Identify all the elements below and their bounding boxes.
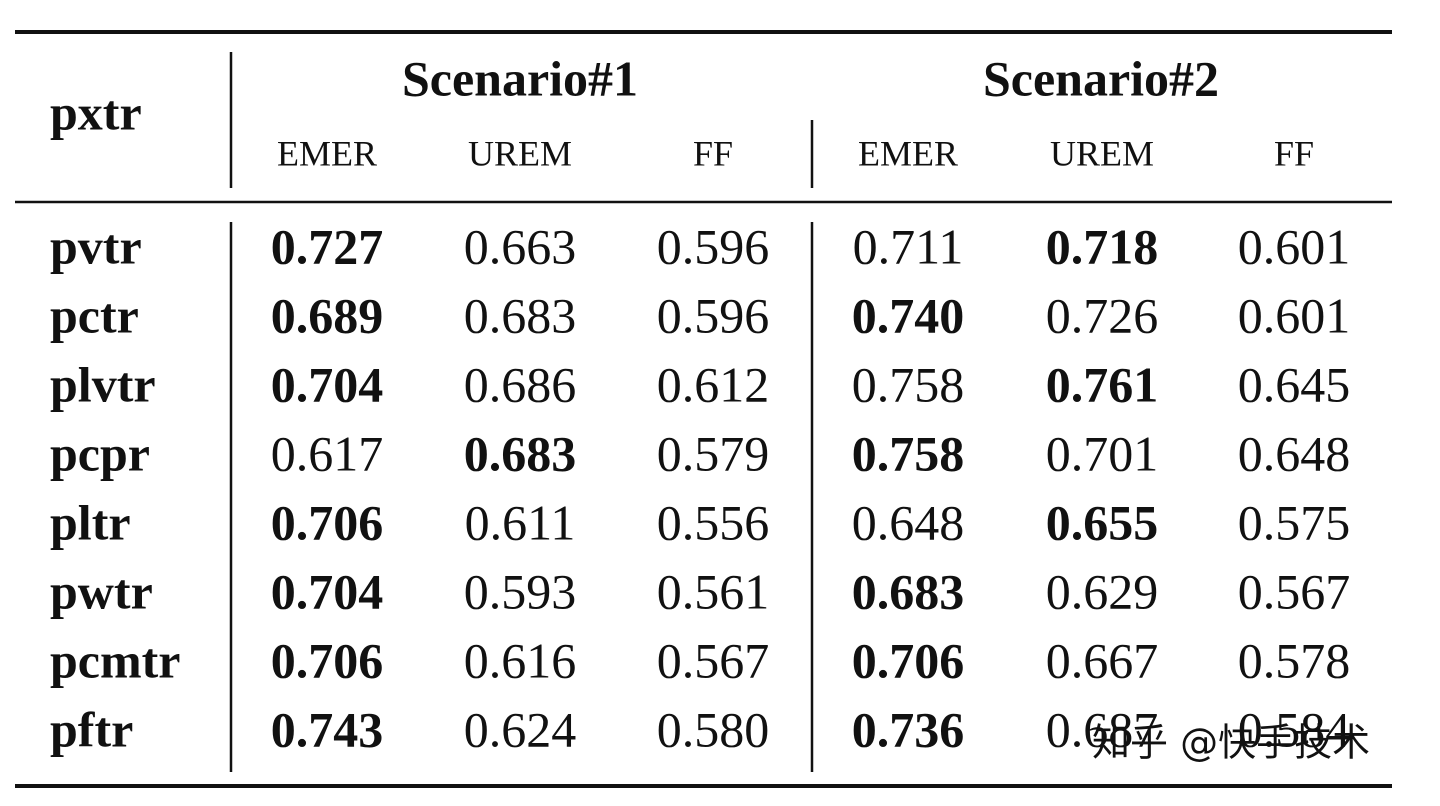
cell: 0.578 — [1238, 632, 1351, 688]
cell: 0.687 — [1046, 701, 1159, 757]
cell: 0.611 — [465, 494, 576, 550]
cell: 0.593 — [464, 563, 577, 619]
cell: 0.601 — [1238, 218, 1351, 274]
cell: 0.601 — [1238, 287, 1351, 343]
column-header: FF — [1274, 133, 1314, 173]
cell: 0.706 — [271, 494, 384, 550]
row-label: plvtr — [50, 356, 156, 412]
cell: 0.706 — [271, 632, 384, 688]
cell: 0.743 — [271, 701, 384, 757]
cell: 0.727 — [271, 218, 384, 274]
cell: 0.736 — [852, 701, 965, 757]
cell: 0.580 — [657, 701, 770, 757]
cell: 0.616 — [464, 632, 577, 688]
cell: 0.686 — [464, 356, 577, 412]
row-label: pcpr — [50, 425, 150, 481]
cell: 0.683 — [464, 425, 577, 481]
cell: 0.648 — [852, 494, 965, 550]
row-label: pwtr — [50, 563, 153, 619]
group-header: Scenario#1 — [402, 50, 638, 106]
watermark: 知乎 @快手技术 — [1092, 721, 1370, 765]
cell: 0.575 — [1238, 494, 1351, 550]
cell: 0.617 — [271, 425, 384, 481]
row-label: pcmtr — [50, 632, 181, 688]
cell: 0.579 — [657, 425, 770, 481]
cell: 0.567 — [657, 632, 770, 688]
cell: 0.701 — [1046, 425, 1159, 481]
cell: 0.689 — [271, 287, 384, 343]
column-header: UREM — [1050, 133, 1154, 173]
corner-header: pxtr — [50, 84, 142, 140]
cell: 0.740 — [852, 287, 965, 343]
column-header: EMER — [277, 133, 377, 173]
cell: 0.596 — [657, 287, 770, 343]
cell: 0.629 — [1046, 563, 1159, 619]
row-label: pctr — [50, 287, 139, 343]
row-label: pvtr — [50, 218, 142, 274]
cell: 0.704 — [271, 356, 384, 412]
cell: 0.556 — [657, 494, 770, 550]
cell: 0.648 — [1238, 425, 1351, 481]
cell: 0.718 — [1046, 218, 1159, 274]
cell: 0.683 — [852, 563, 965, 619]
cell: 0.645 — [1238, 356, 1351, 412]
column-header: UREM — [468, 133, 572, 173]
cell: 0.706 — [852, 632, 965, 688]
row-label: pltr — [50, 494, 131, 550]
cell: 0.667 — [1046, 632, 1159, 688]
cell: 0.758 — [852, 356, 965, 412]
row-label: pftr — [50, 701, 133, 757]
cell: 0.584 — [1238, 701, 1351, 757]
cell: 0.596 — [657, 218, 770, 274]
cell: 0.711 — [853, 218, 964, 274]
cell: 0.758 — [852, 425, 965, 481]
cell: 0.726 — [1046, 287, 1159, 343]
cell: 0.683 — [464, 287, 577, 343]
cell: 0.761 — [1046, 356, 1159, 412]
cell: 0.567 — [1238, 563, 1351, 619]
cell: 0.612 — [657, 356, 770, 412]
cell: 0.655 — [1046, 494, 1159, 550]
column-header: EMER — [858, 133, 958, 173]
column-header: FF — [693, 133, 733, 173]
cell: 0.663 — [464, 218, 577, 274]
cell: 0.704 — [271, 563, 384, 619]
cell: 0.561 — [657, 563, 770, 619]
group-header: Scenario#2 — [983, 50, 1219, 106]
cell: 0.624 — [464, 701, 577, 757]
